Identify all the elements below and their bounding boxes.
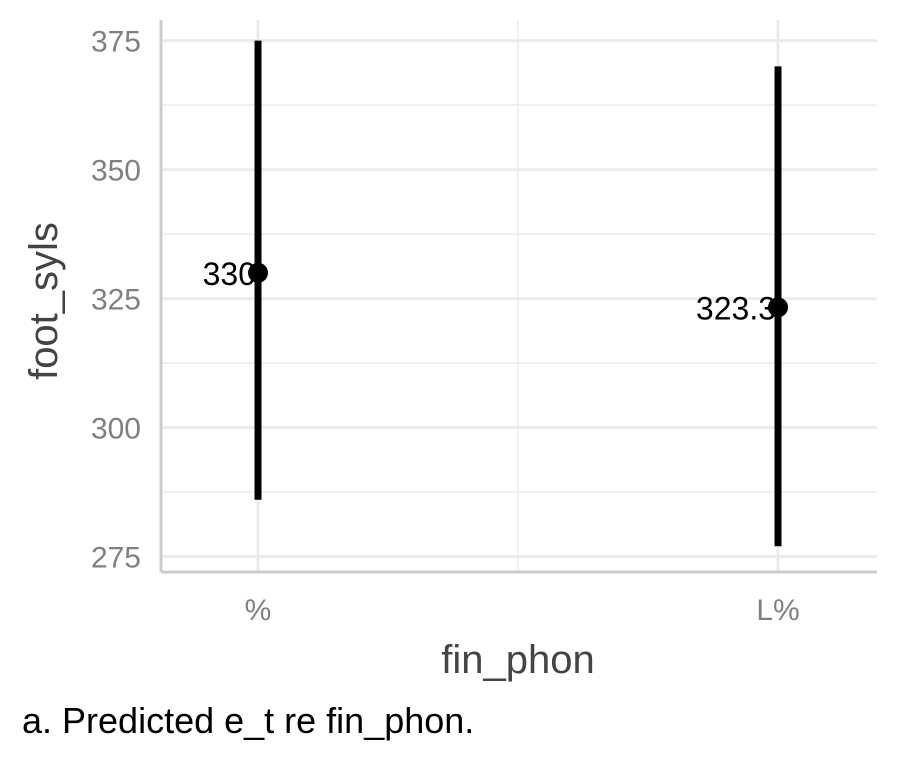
x-tick-label: % <box>245 594 272 627</box>
y-tick-label: 375 <box>91 26 141 59</box>
tick-labels: 275 300 325 350 375% L% <box>91 26 800 627</box>
data-label: 323.3 <box>696 290 776 326</box>
x-tick-label: L% <box>756 594 799 627</box>
y-tick-label: 300 <box>91 413 141 446</box>
y-tick-label: 275 <box>91 542 141 575</box>
chart: 275 300 325 350 375% L% 330 323.3 fin_phon foo… <box>22 20 877 682</box>
axes <box>159 20 877 574</box>
data-marks: 330 323.3 <box>203 40 788 547</box>
estimate-point <box>248 262 268 283</box>
y-axis-title: foot_syls <box>22 222 66 380</box>
data-label: 330 <box>203 256 256 292</box>
y-tick-label: 350 <box>91 155 141 188</box>
figure-caption: a. Predicted e_t re fin_phon. <box>22 700 475 741</box>
y-tick-label: 325 <box>91 284 141 317</box>
estimate-point <box>768 297 788 318</box>
x-axis-title: fin_phon <box>441 638 594 682</box>
